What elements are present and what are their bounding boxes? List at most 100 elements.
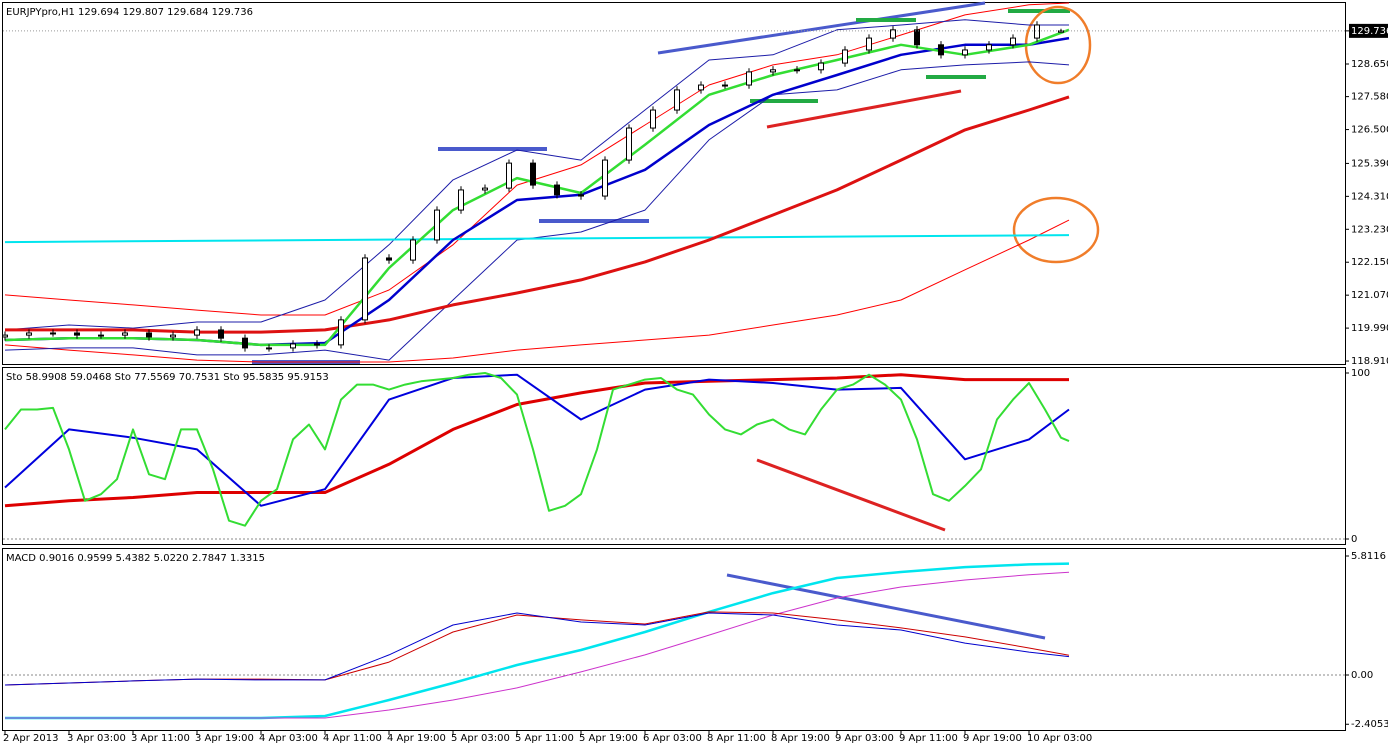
y-tick-label: 124.310 (1351, 191, 1388, 202)
x-tick-label: 5 Apr 03:00 (451, 733, 510, 744)
x-tick-label: 4 Apr 11:00 (323, 733, 382, 744)
candle-body (698, 84, 704, 91)
candle-body (1010, 37, 1016, 46)
candle-body (50, 332, 56, 335)
candle-body (626, 127, 632, 161)
x-tick-label: 9 Apr 11:00 (899, 733, 958, 744)
candle-body (98, 334, 104, 337)
indicator-line (4, 373, 1070, 507)
x-tick-label: 6 Apr 03:00 (643, 733, 702, 744)
pane-title: EURJPYpro,H1 129.694 129.807 129.684 129… (6, 7, 253, 18)
price-label-box (1349, 23, 1388, 38)
candle-body (74, 332, 80, 336)
candle-body (1034, 24, 1040, 39)
candle-body (770, 69, 776, 73)
candle-body (266, 347, 272, 350)
candle-body (650, 109, 656, 129)
candle-body (866, 37, 872, 51)
candle-body (314, 343, 320, 346)
indicator-line (4, 612, 1070, 686)
y-tick-label: 118.910 (1351, 356, 1388, 367)
x-tick-label: 4 Apr 03:00 (259, 733, 318, 744)
indicator-line (4, 28, 1070, 347)
candle-body (410, 239, 416, 261)
x-tick-label: 3 Apr 03:00 (67, 733, 126, 744)
candle-body (890, 29, 896, 39)
trend-line (756, 458, 946, 532)
candle-body (194, 329, 200, 336)
candle-body (554, 184, 560, 196)
indicator-line (4, 2, 1070, 316)
candle-body (242, 337, 248, 349)
candle-body (218, 329, 224, 339)
stochastic-pane (2, 367, 1346, 545)
candle-body (170, 334, 176, 338)
candle-body (146, 332, 152, 338)
candle-body (914, 29, 920, 46)
candle-body (458, 189, 464, 211)
indicator-line (4, 373, 1069, 508)
indicator-line (4, 219, 1070, 363)
x-tick-label: 9 Apr 19:00 (963, 733, 1022, 744)
pane-title: Sto 58.9908 59.0468 Sto 77.5569 70.7531 … (6, 372, 329, 383)
x-tick-label: 8 Apr 11:00 (707, 733, 766, 744)
y-tick-label: 100 (1351, 368, 1370, 379)
candle-body (602, 159, 608, 197)
indicator-line (4, 372, 1070, 527)
x-tick-label: 3 Apr 11:00 (131, 733, 190, 744)
candle-body (962, 49, 968, 56)
y-tick-label: 0 (1351, 534, 1357, 545)
x-tick-label: 4 Apr 19:00 (387, 733, 446, 744)
indicator-line (5, 95, 1070, 334)
candle-body (386, 257, 392, 261)
candle-body (746, 71, 752, 86)
x-tick-label: 9 Apr 03:00 (835, 733, 894, 744)
indicator-line (4, 61, 1070, 361)
pane-title: MACD 0.9016 0.9599 5.4382 5.0220 2.7847 … (6, 553, 265, 564)
candle-body (842, 49, 848, 64)
x-tick-label: 5 Apr 19:00 (579, 733, 638, 744)
y-tick-label: 0.00 (1351, 670, 1373, 681)
y-tick-label: 126.500 (1351, 125, 1388, 136)
candle-body (938, 44, 944, 56)
macd-pane (2, 548, 1346, 731)
highlight-circle (1012, 196, 1100, 264)
x-tick-label: 8 Apr 19:00 (771, 733, 830, 744)
y-tick-label: 122.150 (1351, 257, 1388, 268)
y-tick-label: 5.8116 (1351, 551, 1386, 562)
candle-body (506, 162, 512, 189)
candle-body (530, 162, 536, 186)
candle-body (578, 194, 584, 197)
trend-line (657, 1, 986, 55)
y-tick-label: 128.650 (1351, 59, 1388, 70)
trend-line (766, 89, 962, 129)
candle-body (434, 209, 440, 241)
candle-body (722, 84, 728, 87)
y-tick-label: 129.736 (1351, 26, 1388, 37)
x-tick-label: 10 Apr 03:00 (1027, 733, 1092, 744)
candle-body (482, 187, 488, 191)
y-tick-label: 123.230 (1351, 224, 1388, 235)
y-tick-label: 119.990 (1351, 323, 1388, 334)
x-tick-label: 5 Apr 11:00 (515, 733, 574, 744)
candle-body (290, 343, 296, 349)
candle-body (2, 334, 8, 338)
indicator-line (4, 19, 1069, 331)
candle-body (26, 332, 32, 336)
candle-body (122, 332, 128, 336)
indicator-line (5, 571, 1070, 719)
x-tick-label: 3 Apr 19:00 (195, 733, 254, 744)
price-pane (2, 2, 1346, 365)
x-tick-label: 2 Apr 2013 (3, 733, 58, 744)
candle-body (362, 257, 368, 321)
y-tick-label: -2.4053 (1351, 719, 1388, 730)
trend-line (726, 573, 1046, 640)
candle-body (794, 69, 800, 72)
candle-body (818, 62, 824, 71)
candle-body (674, 89, 680, 111)
candle-body (1058, 30, 1064, 33)
candle-body (986, 44, 992, 51)
